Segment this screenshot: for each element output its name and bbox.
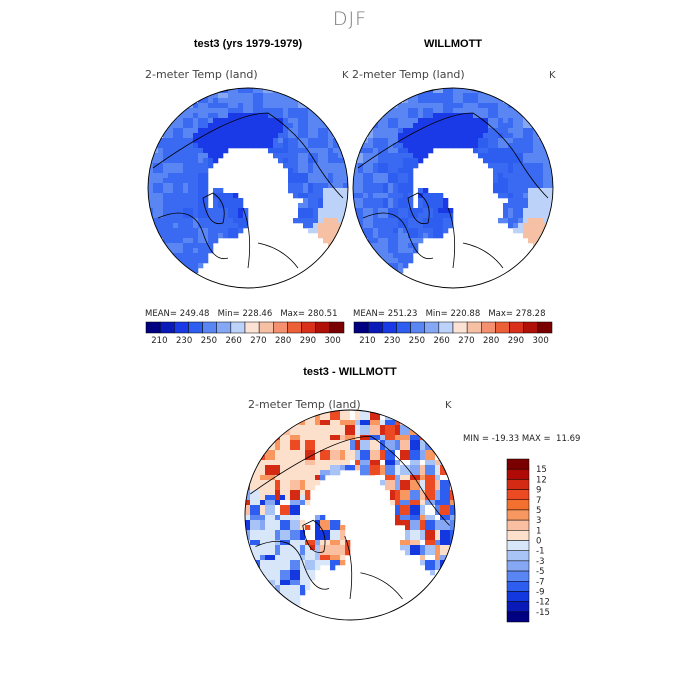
colorbar-3-tick-label: -7 xyxy=(536,577,544,587)
colorbar-3-tick-label: 7 xyxy=(536,496,541,506)
colorbar-1-tick-label: 290 xyxy=(300,336,316,346)
colorbar-1-swatch xyxy=(287,321,302,334)
colorbar-3-tick-label: 0 xyxy=(536,537,541,547)
colorbar-2-swatch xyxy=(537,321,553,334)
colorbar-1-swatch xyxy=(230,321,246,334)
colorbar-2-tick-label: 260 xyxy=(434,336,450,346)
colorbar-2-swatch xyxy=(410,321,425,334)
panel3-units: K xyxy=(445,400,452,411)
panel1-stats: MEAN= 249.48 Min= 228.46 Max= 280.51 xyxy=(145,309,338,319)
colorbar-1-tick-label: 210 xyxy=(151,336,167,346)
colorbar-2-swatch xyxy=(495,321,510,334)
colorbar-1-swatch xyxy=(159,321,175,334)
colorbar-3-swatch xyxy=(506,570,530,582)
colorbar-1-tick-label: 230 xyxy=(176,336,192,346)
panel2-variable: 2-meter Temp (land) xyxy=(352,68,465,81)
colorbar-2-swatch xyxy=(509,321,524,334)
colorbar-3-swatch xyxy=(506,499,530,511)
colorbar-2-tick-label: 280 xyxy=(483,336,499,346)
colorbar-2-swatch xyxy=(466,321,482,334)
panel3-title: test3 - WILLMOTT xyxy=(303,366,397,378)
panel1-variable: 2-meter Temp (land) xyxy=(145,68,258,81)
map-border xyxy=(147,87,349,289)
colorbar-3-tick-label: -12 xyxy=(536,598,550,608)
panel2-stats: MEAN= 251.23 Min= 220.88 Max= 278.28 xyxy=(353,309,546,319)
colorbar-3-tick-label: -5 xyxy=(536,567,544,577)
colorbar-3-tick-label: -15 xyxy=(536,608,550,618)
colorbar-1-swatch xyxy=(301,321,316,334)
colorbar-3-swatch xyxy=(506,530,530,541)
colorbar-1-swatch xyxy=(329,321,345,334)
colorbar-2-swatch xyxy=(367,321,383,334)
colorbar-3-swatch xyxy=(506,519,530,531)
colorbar-3-tick-label: 12 xyxy=(536,475,547,485)
colorbar-2-swatch xyxy=(452,321,468,334)
colorbar-3-swatch xyxy=(506,550,530,562)
colorbar-2-tick-label: 290 xyxy=(508,336,524,346)
colorbar-3-swatch xyxy=(506,591,530,602)
colorbar-2-swatch xyxy=(382,321,397,334)
colorbar-3-tick-label: 15 xyxy=(536,465,547,475)
colorbar-3-swatch xyxy=(506,509,530,521)
colorbar-3-tick-label: -3 xyxy=(536,557,544,567)
panel2-title: WILLMOTT xyxy=(423,38,483,50)
colorbar-2-tick-label: 250 xyxy=(409,336,425,346)
colorbar-1-tick-label: 300 xyxy=(325,336,341,346)
coastline xyxy=(250,435,451,600)
panel1-title: test3 (yrs 1979-1979) xyxy=(193,38,303,50)
colorbar-1-swatch xyxy=(202,321,217,334)
colorbar-3-tick-label: -1 xyxy=(536,547,544,557)
map-panel-1 xyxy=(147,87,349,289)
colorbar-3-swatch xyxy=(506,479,530,490)
colorbar-2-swatch xyxy=(523,321,539,334)
colorbar-1-swatch xyxy=(315,321,331,334)
colorbar-3-tick-label: 5 xyxy=(536,506,541,516)
season-title: DJF xyxy=(332,8,368,30)
colorbar-1-swatch xyxy=(145,321,161,334)
colorbar-3-swatch xyxy=(506,489,530,500)
colorbar-2-swatch xyxy=(481,321,496,334)
colorbar-2-tick-label: 300 xyxy=(533,336,549,346)
colorbar-1-swatch xyxy=(258,321,274,334)
colorbar-3-swatch xyxy=(506,540,530,551)
panel3-variable: 2-meter Temp (land) xyxy=(248,398,361,411)
colorbar-1-swatch xyxy=(216,321,232,334)
map-panel-3 xyxy=(244,409,456,621)
colorbar-1-swatch xyxy=(244,321,260,334)
colorbar-1-tick-label: 270 xyxy=(250,336,266,346)
colorbar-3-swatch xyxy=(506,468,530,480)
panel2-units: K xyxy=(549,70,556,81)
colorbar-1-swatch xyxy=(273,321,288,334)
colorbar-1-tick-label: 280 xyxy=(275,336,291,346)
colorbar-2-swatch xyxy=(438,321,454,334)
colorbar-3-swatch xyxy=(506,581,530,592)
colorbar-1-swatch xyxy=(188,321,203,334)
colorbar-3-tick-label: 3 xyxy=(536,516,541,526)
colorbar-2-swatch xyxy=(353,321,369,334)
colorbar-3-tick-label: 9 xyxy=(536,486,541,496)
colorbar-1-tick-label: 260 xyxy=(226,336,242,346)
colorbar-1-swatch xyxy=(174,321,189,334)
colorbar-3-swatch xyxy=(506,611,530,623)
map-border xyxy=(244,409,456,621)
coastline xyxy=(152,112,344,269)
colorbar-2-swatch xyxy=(396,321,411,334)
panel1-units: K xyxy=(342,70,349,81)
colorbar-3-tick-label: 1 xyxy=(536,526,541,536)
colorbar-3-swatch xyxy=(506,601,530,613)
colorbar-3-tick-label: -9 xyxy=(536,587,544,597)
colorbar-1-tick-label: 250 xyxy=(201,336,217,346)
panel3-stats: MIN = -19.33 MAX = 11.69 xyxy=(463,434,581,444)
colorbar-2-swatch xyxy=(424,321,440,334)
map-border xyxy=(352,87,554,289)
colorbar-2-tick-label: 270 xyxy=(458,336,474,346)
map-panel-2 xyxy=(352,87,554,289)
colorbar-3-swatch xyxy=(506,560,530,572)
colorbar-3-swatch xyxy=(506,458,530,470)
coastline xyxy=(357,112,549,269)
colorbar-2-tick-label: 230 xyxy=(384,336,400,346)
colorbar-2-tick-label: 210 xyxy=(359,336,375,346)
